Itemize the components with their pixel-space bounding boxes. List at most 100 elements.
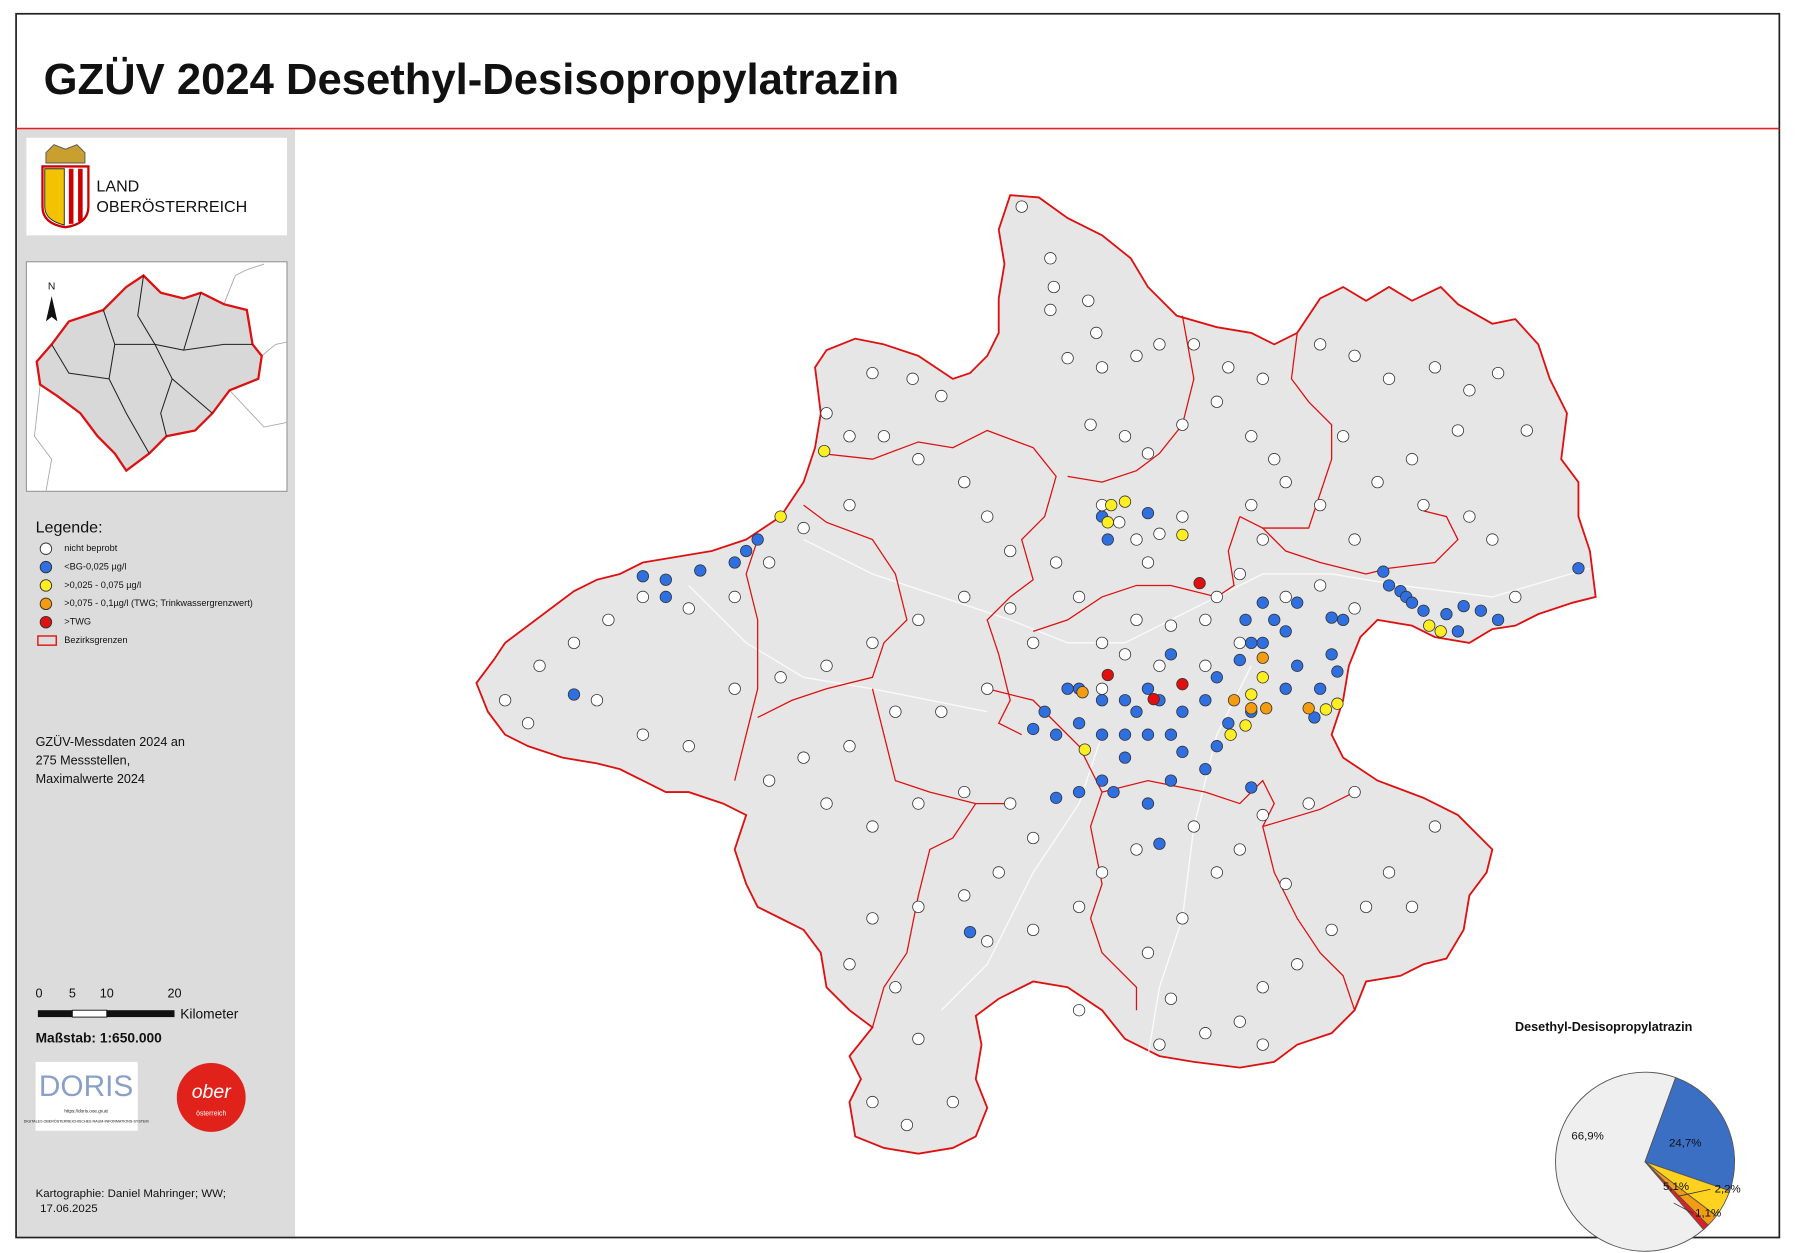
site <box>1331 665 1344 678</box>
site <box>1325 648 1338 661</box>
legend: nicht beprobt <BG-0,025 µg/l >0,025 - 0,07… <box>37 542 253 646</box>
site <box>820 659 833 672</box>
ober-logo <box>176 1063 246 1132</box>
site <box>866 366 879 380</box>
site <box>590 694 604 707</box>
site <box>1027 722 1040 736</box>
site <box>1319 703 1333 716</box>
site <box>1509 590 1522 604</box>
site <box>1417 604 1430 617</box>
site <box>740 544 753 558</box>
site <box>866 820 879 833</box>
pie-label: 2,2% <box>1715 1183 1741 1195</box>
site <box>912 1032 925 1046</box>
site <box>1239 719 1252 732</box>
site <box>818 445 831 458</box>
pie-label: 24,7% <box>1669 1137 1702 1149</box>
site <box>1382 866 1396 879</box>
site <box>1118 694 1132 707</box>
site <box>1199 694 1212 707</box>
site <box>1336 613 1350 627</box>
site <box>1141 556 1155 569</box>
site <box>1291 659 1304 672</box>
site <box>912 797 925 810</box>
site <box>762 556 776 569</box>
site <box>1049 728 1063 741</box>
site <box>1210 866 1223 879</box>
doris-logo <box>35 1061 138 1131</box>
site <box>1076 686 1089 699</box>
site <box>1072 1004 1086 1017</box>
site <box>877 430 891 443</box>
site <box>1072 900 1086 914</box>
site <box>1095 866 1109 879</box>
site <box>866 636 879 649</box>
site <box>1153 527 1166 540</box>
site <box>1107 785 1120 799</box>
site <box>1141 682 1155 695</box>
site <box>533 659 546 672</box>
site <box>1405 596 1419 609</box>
site <box>1095 682 1109 695</box>
site <box>797 751 810 764</box>
site <box>1463 510 1476 523</box>
legend-title: Legende: <box>36 518 103 536</box>
site <box>1027 923 1040 936</box>
site <box>1227 694 1241 707</box>
site <box>1199 659 1212 672</box>
info-text: 275 Messstellen, <box>36 753 131 767</box>
site <box>682 602 695 615</box>
site <box>659 590 672 604</box>
scale-label: 0 <box>36 986 43 1000</box>
site <box>1268 453 1281 466</box>
legend-symbol <box>39 579 53 592</box>
site <box>1027 831 1040 845</box>
credits: 17.06.2025 <box>40 1203 97 1215</box>
site <box>1256 671 1269 684</box>
credits: Kartographie: Daniel Mahringer; WW; <box>36 1188 226 1200</box>
site <box>1141 447 1155 460</box>
site <box>1239 613 1252 627</box>
pie-label: 66,9% <box>1571 1131 1604 1143</box>
site <box>843 740 856 753</box>
site <box>1101 668 1114 682</box>
site <box>1141 728 1155 741</box>
site <box>1141 797 1155 810</box>
site <box>1153 659 1166 672</box>
site <box>1245 688 1258 701</box>
site <box>1176 678 1189 691</box>
site <box>866 912 879 925</box>
site <box>958 785 971 799</box>
doris-name: DORIS <box>39 1070 133 1103</box>
logo-text: OBERÖSTERREICH <box>96 198 247 216</box>
legend-label: >0,025 - 0,075 µg/l <box>64 580 141 590</box>
site <box>1233 567 1246 581</box>
site <box>1199 613 1212 627</box>
site <box>1044 303 1057 317</box>
site <box>774 671 787 684</box>
legend-label: <BG-0,025 µg/l <box>64 562 126 572</box>
site <box>1141 946 1155 959</box>
site <box>1095 774 1109 787</box>
site <box>1222 361 1235 374</box>
site <box>1325 611 1338 624</box>
site <box>843 430 856 443</box>
site <box>1428 820 1442 833</box>
site <box>1199 1027 1212 1040</box>
site <box>1147 692 1160 706</box>
pie-label: 5,1% <box>1663 1181 1689 1193</box>
site <box>889 705 902 718</box>
site <box>1428 361 1442 374</box>
site <box>1314 338 1327 351</box>
site <box>958 889 971 902</box>
site <box>1233 1015 1246 1028</box>
site <box>1210 395 1223 408</box>
site <box>1164 728 1178 741</box>
site <box>1348 602 1361 615</box>
site <box>1308 711 1321 724</box>
site <box>992 866 1005 879</box>
site <box>1314 682 1327 695</box>
site <box>1095 361 1109 374</box>
site <box>1405 453 1419 466</box>
